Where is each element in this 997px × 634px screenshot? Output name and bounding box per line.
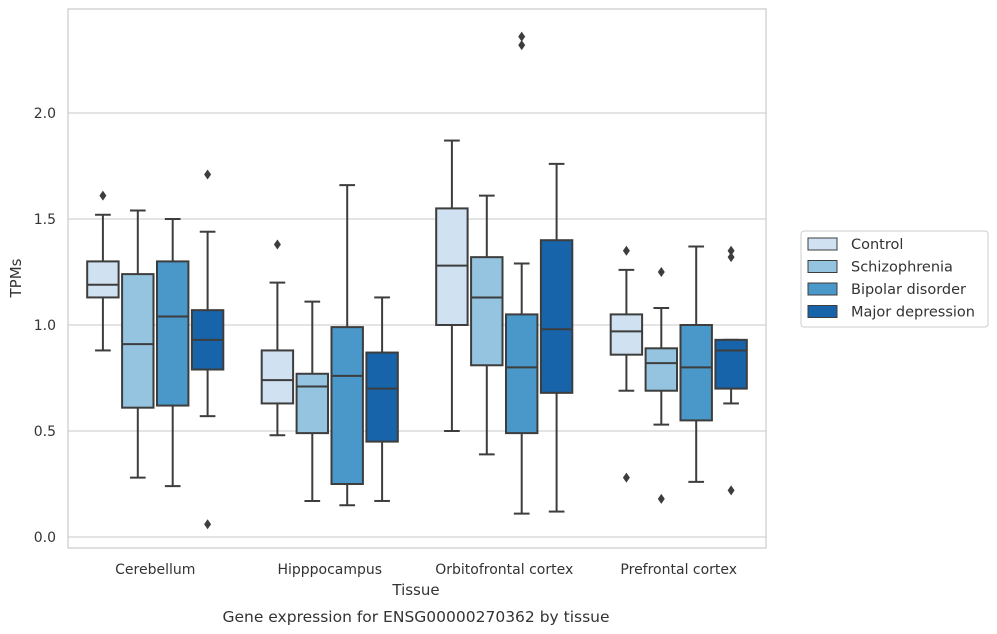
box-orbitofrontal-cortex-schizophrenia [470,194,504,456]
outlier-point [727,485,735,496]
box-body [435,207,469,326]
legend-item-schizophrenia: Schizophrenia [807,260,953,276]
box-prefrontal-cortex-major-depression [714,245,748,496]
outlier-point [99,190,107,201]
legend-label: Major depression [851,305,975,321]
box-body [295,372,330,435]
outlier-point [727,245,735,256]
box-orbitofrontal-cortex-major-depression [539,162,574,513]
legend: Control Schizophrenia Bipolar disorder Majo… [800,230,989,328]
box-prefrontal-cortex-bipolar-disorder [679,245,713,483]
x-tick-label: Hipppocampus [277,562,382,578]
legend-frame [800,230,989,328]
x-tick-label: Prefrontal cortex [620,562,737,578]
box-cerebellum-bipolar-disorder [155,218,190,488]
y-tick-label: 1.5 [34,212,56,228]
y-tick-label: 0.5 [34,424,56,440]
boxes [86,31,748,530]
figure-caption: Gene expression for ENSG00000270362 by t… [222,608,609,626]
legend-swatch [807,260,838,273]
y-tick-label: 2.0 [34,106,56,122]
outlier-point [204,519,212,530]
box-body [679,324,713,422]
box-body [504,313,539,435]
box-body [609,313,644,356]
legend-item-control: Control [807,237,903,253]
y-axis-title: TPMs [7,258,25,298]
box-hipppocampus-control [260,239,295,437]
outlier-point [657,267,665,277]
box-orbitofrontal-cortex-bipolar-disorder [504,31,539,515]
x-tick-label: Orbitofrontal cortex [435,562,573,578]
box-body [260,349,295,405]
plot-area-frame [67,8,767,549]
legend-label: Bipolar disorder [851,282,966,298]
outlier-point [657,493,665,504]
box-body [714,338,748,390]
box-hipppocampus-bipolar-disorder [330,184,364,507]
x-axis-ticks: Cerebellum Hipppocampus Orbitofrontal cort… [115,562,737,578]
outlier-point [727,252,735,263]
outlier-point [273,239,281,250]
y-axis-ticks: 0.0 0.5 1.0 1.5 2.0 [34,106,56,546]
legend-swatch [807,237,838,251]
box-body [121,273,155,409]
box-prefrontal-cortex-control [609,245,644,483]
box-hipppocampus-schizophrenia [295,300,330,502]
box-body [365,351,399,443]
y-tick-label: 0.0 [34,530,56,546]
box-cerebellum-control [86,190,120,352]
box-body [86,260,120,299]
legend-item-major-depression: Major depression [807,305,975,321]
box-body [155,260,190,407]
box-cerebellum-major-depression [190,169,225,530]
box-orbitofrontal-cortex-control [435,139,469,432]
legend-swatch [807,305,838,318]
x-axis-title: Tissue [391,581,439,599]
box-cerebellum-schizophrenia [121,209,155,479]
legend-label: Control [851,237,903,253]
box-prefrontal-cortex-schizophrenia [644,267,679,504]
box-body [539,239,574,394]
outlier-point [622,472,630,483]
y-tick-label: 1.0 [34,318,56,334]
legend-label: Schizophrenia [851,260,953,276]
box-hipppocampus-major-depression [365,296,399,502]
box-body [644,347,679,392]
outlier-point [622,245,630,256]
box-body [330,326,364,485]
legend-item-bipolar-disorder: Bipolar disorder [807,282,966,298]
x-tick-label: Cerebellum [115,562,195,578]
outlier-point [518,31,526,42]
outlier-point [204,169,212,180]
outlier-point [518,40,526,51]
legend-swatch [807,282,838,296]
box-body [470,256,504,367]
